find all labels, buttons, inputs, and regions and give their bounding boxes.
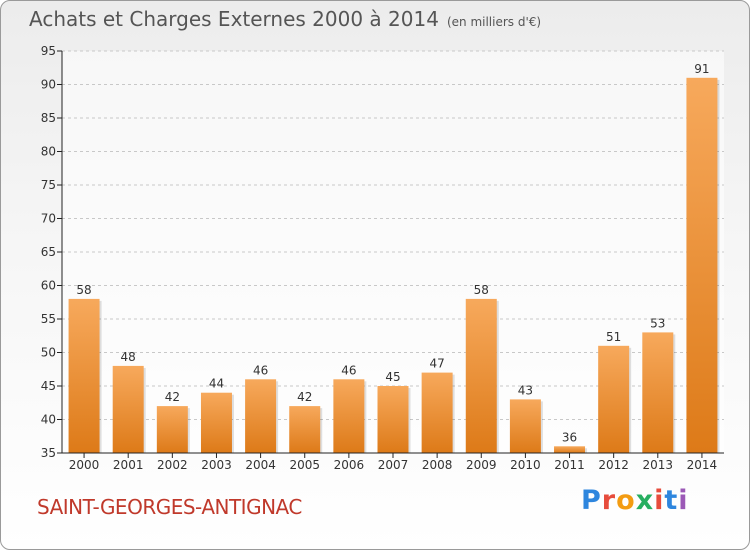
bar xyxy=(333,379,365,453)
bar xyxy=(245,379,277,453)
commune-name: SAINT-GEORGES-ANTIGNAC xyxy=(37,495,302,519)
logo-letter: t xyxy=(664,485,679,516)
x-tick-label: 2013 xyxy=(643,458,674,472)
x-tick-label: 2003 xyxy=(201,458,232,472)
bar-value-label: 46 xyxy=(341,363,356,377)
y-tick-label: 50 xyxy=(41,346,56,360)
bar-value-label: 46 xyxy=(253,363,268,377)
bar xyxy=(112,365,144,453)
y-tick-label: 75 xyxy=(41,178,56,192)
x-tick-label: 2010 xyxy=(510,458,541,472)
bar xyxy=(465,298,497,453)
bar-value-label: 45 xyxy=(385,370,400,384)
bar xyxy=(509,399,541,453)
x-tick-label: 2004 xyxy=(245,458,276,472)
x-tick-label: 2006 xyxy=(334,458,365,472)
y-tick-label: 55 xyxy=(41,312,56,326)
bar-value-label: 42 xyxy=(165,390,180,404)
bar xyxy=(686,77,718,454)
bar xyxy=(68,298,100,453)
bar-value-label: 43 xyxy=(518,383,533,397)
x-tick-label: 2009 xyxy=(466,458,497,472)
bar xyxy=(421,372,453,453)
y-tick-label: 60 xyxy=(41,279,56,293)
chart-unit: (en milliers d'€) xyxy=(446,15,542,29)
y-tick-label: 85 xyxy=(41,111,56,125)
x-tick-label: 2000 xyxy=(69,458,100,472)
bar-value-label: 53 xyxy=(650,316,665,330)
logo-letter: i xyxy=(654,485,665,516)
bar xyxy=(289,406,321,453)
x-tick-label: 2001 xyxy=(113,458,144,472)
y-tick-label: 95 xyxy=(41,44,56,58)
bar-value-label: 42 xyxy=(297,390,312,404)
chart-title: Achats et Charges Externes 2000 à 2014 (e… xyxy=(29,7,541,31)
bar-value-label: 48 xyxy=(121,350,136,364)
y-tick-label: 65 xyxy=(41,245,56,259)
logo-letter: i xyxy=(678,485,689,516)
bar-value-label: 47 xyxy=(429,357,444,371)
x-tick-label: 2002 xyxy=(157,458,188,472)
bar xyxy=(156,406,188,453)
bar-value-label: 58 xyxy=(474,283,489,297)
y-tick-label: 35 xyxy=(41,446,56,460)
bar-value-label: 51 xyxy=(606,330,621,344)
logo-letter: o xyxy=(616,485,636,516)
x-tick-label: 2005 xyxy=(289,458,320,472)
bar-value-label: 91 xyxy=(694,62,709,76)
y-tick-label: 70 xyxy=(41,212,56,226)
x-tick-label: 2011 xyxy=(554,458,585,472)
proxiti-logo: Proxiti xyxy=(581,485,689,516)
chart-title-text: Achats et Charges Externes 2000 à 2014 xyxy=(29,7,439,31)
y-tick-label: 90 xyxy=(41,78,56,92)
bar-value-label: 44 xyxy=(209,377,224,391)
bar xyxy=(554,446,586,453)
bar-value-label: 36 xyxy=(562,430,577,444)
x-tick-label: 2007 xyxy=(378,458,409,472)
y-tick-label: 45 xyxy=(41,379,56,393)
x-tick-label: 2008 xyxy=(422,458,453,472)
x-tick-label: 2012 xyxy=(598,458,629,472)
bar xyxy=(598,345,630,453)
x-tick-label: 2014 xyxy=(687,458,718,472)
y-tick-label: 80 xyxy=(41,145,56,159)
bar xyxy=(642,332,674,453)
logo-letter: x xyxy=(635,485,655,516)
bar xyxy=(377,386,409,453)
y-tick-label: 40 xyxy=(41,413,56,427)
logo-letter: P xyxy=(581,485,602,516)
bar xyxy=(200,392,232,453)
logo-letter: r xyxy=(601,485,617,516)
bar-value-label: 58 xyxy=(76,283,91,297)
